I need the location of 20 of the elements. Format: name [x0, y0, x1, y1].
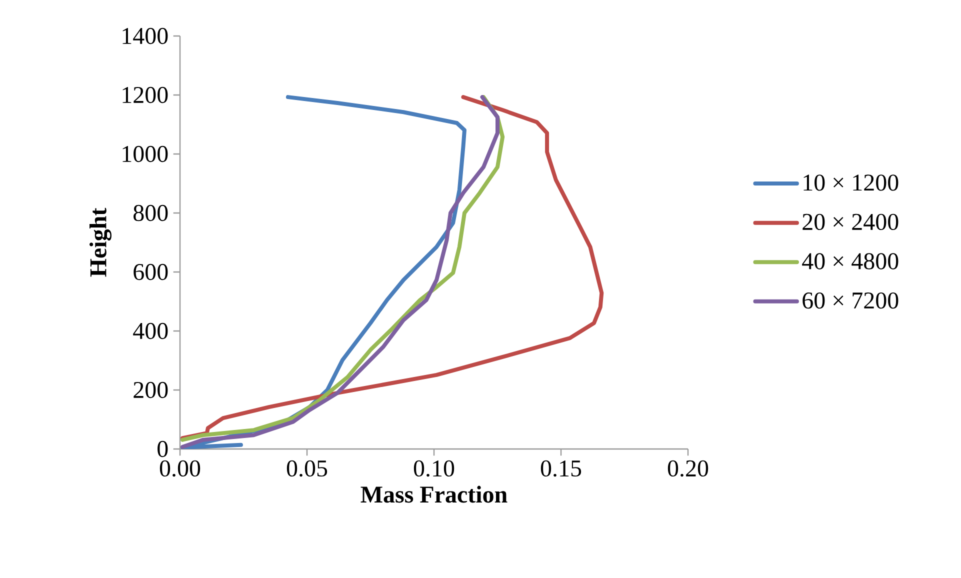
- y-axis-title: Height: [90, 208, 112, 277]
- legend-label: 10 × 1200: [804, 174, 898, 191]
- x-tick-label: 0.10: [414, 460, 454, 477]
- y-tick-label: 400: [133, 322, 168, 340]
- x-tick-label: 0.20: [668, 460, 708, 477]
- y-tick-label: 1000: [122, 146, 168, 162]
- y-tick-label: 200: [134, 382, 168, 398]
- legend-label: 20 × 2400: [802, 214, 898, 230]
- x-tick-label: 0.15: [540, 460, 582, 477]
- x-tick-label: 0.00: [160, 460, 200, 477]
- line-series: [180, 95, 604, 440]
- y-tick-label: 600: [134, 264, 168, 280]
- y-tick-label: 1200: [122, 86, 168, 104]
- y-tick-label: 0: [158, 440, 168, 458]
- y-tick-label: 800: [134, 204, 168, 222]
- legend-label: 40 × 4800: [802, 253, 898, 270]
- legend-label: 60 × 7200: [802, 292, 898, 309]
- x-tick-label: 0.05: [286, 460, 328, 477]
- x-axis-title: Mass Fraction: [360, 486, 508, 503]
- y-tick-label: 1400: [122, 28, 168, 44]
